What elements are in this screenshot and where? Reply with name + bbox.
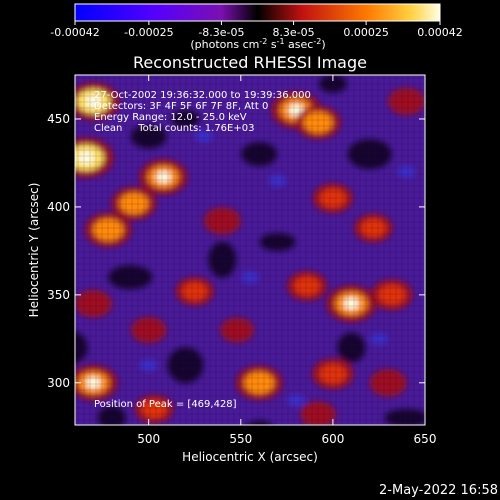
colorbar-tick-label: 0.00042 bbox=[417, 26, 463, 39]
annotation-block: 27-Oct-2002 19:36:32.000 to 19:39:36.000… bbox=[94, 90, 311, 134]
colorbar-tick-label: 8.3e-05 bbox=[272, 26, 314, 39]
footer-timestamp: 2-May-2022 16:58 bbox=[379, 483, 498, 498]
colorbar-tick-label: -0.00025 bbox=[124, 26, 173, 39]
y-tick-label: 300 bbox=[47, 376, 70, 390]
x-axis: 500 550 600 650 bbox=[137, 75, 436, 446]
peak-position-label: Position of Peak = [469,428] bbox=[94, 399, 237, 410]
colorbar-unit-label: (photons cm-2 s-1 asec-2) bbox=[190, 37, 325, 51]
x-axis-label: Heliocentric X (arcsec) bbox=[182, 450, 318, 464]
colorbar-ticks: -0.00042 -0.00025 -8.3e-05 8.3e-05 0.00025 0.… bbox=[50, 21, 463, 39]
y-axis-label: Heliocentric Y (arcsec) bbox=[27, 183, 41, 318]
x-tick-label: 650 bbox=[414, 432, 437, 446]
colorbar-tick-label: -8.3e-05 bbox=[198, 26, 244, 39]
chart-title: Reconstructed RHESSI Image bbox=[133, 53, 367, 72]
y-tick-label: 450 bbox=[47, 112, 70, 126]
x-tick-label: 600 bbox=[321, 432, 344, 446]
colorbar-tick-label: 0.00025 bbox=[343, 26, 389, 39]
annotation-time-range: 27-Oct-2002 19:36:32.000 to 19:39:36.000 bbox=[94, 90, 311, 101]
x-tick-label: 550 bbox=[229, 432, 252, 446]
plot-frame bbox=[74, 74, 426, 426]
colorbar bbox=[74, 3, 441, 22]
x-tick-label: 500 bbox=[137, 432, 160, 446]
y-axis: 300 350 400 450 bbox=[47, 112, 425, 390]
svg-text:(photons cm-2 s-1 asec-2): (photons cm-2 s-1 asec-2) bbox=[190, 37, 325, 51]
annotation-detectors: Detectors: 3F 4F 5F 6F 7F 8F, Att 0 bbox=[94, 101, 268, 112]
y-tick-label: 350 bbox=[47, 288, 70, 302]
y-tick-label: 400 bbox=[47, 200, 70, 214]
heatmap-image bbox=[75, 75, 425, 425]
colorbar-tick-label: -0.00042 bbox=[50, 26, 99, 39]
annotation-energy-range: Energy Range: 12.0 - 25.0 keV bbox=[94, 112, 247, 123]
annotation-clean-counts: Clean Total counts: 1.76E+03 bbox=[94, 123, 254, 134]
